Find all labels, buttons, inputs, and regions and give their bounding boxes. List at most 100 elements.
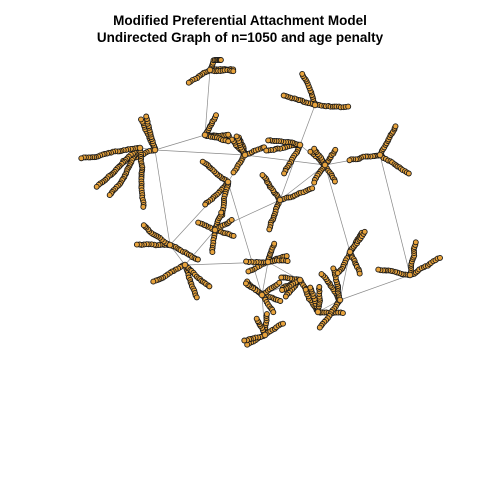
graph-edge — [184, 229, 216, 266]
graph-node — [225, 138, 232, 145]
graph-node — [140, 203, 147, 210]
graph-node — [202, 201, 209, 208]
graph-node — [243, 258, 250, 265]
graph-node — [230, 169, 237, 176]
graph-hub-node — [201, 131, 209, 139]
graph-hub-node — [336, 296, 344, 304]
graph-node — [138, 116, 144, 123]
graph-node — [225, 131, 232, 138]
graph-node — [206, 283, 213, 290]
graph-node — [217, 57, 224, 63]
graph-hub-node — [136, 144, 144, 152]
graph-node — [331, 178, 338, 185]
graph-hub-node — [258, 291, 266, 299]
graph-node — [253, 315, 260, 322]
graph-edge — [204, 69, 211, 136]
graph-node — [339, 310, 346, 317]
plot-subtitle-line-2: Undirected Graph of n=1050 and age penal… — [96, 30, 384, 45]
graph-node — [375, 266, 382, 273]
graph-node — [199, 158, 206, 165]
graph-node — [213, 112, 219, 119]
graph-node — [140, 222, 147, 229]
graph-nodes — [78, 57, 443, 348]
graph-node — [345, 103, 352, 110]
graph-node — [405, 170, 412, 177]
graph-node — [218, 209, 225, 216]
graph-node — [280, 92, 287, 99]
graph-hub-node — [264, 258, 272, 266]
graph-node — [195, 219, 202, 226]
graph-node — [230, 68, 237, 75]
graph-node — [311, 145, 318, 152]
graph-hub-node — [346, 248, 354, 256]
graph-node — [280, 320, 286, 327]
plot-title-line-1: Modified Preferential Attachment Model — [113, 13, 367, 28]
graph-node — [241, 337, 248, 344]
graph-node — [412, 239, 419, 246]
graph-edge — [339, 274, 411, 301]
graph-node — [271, 240, 278, 247]
graph-edge — [299, 104, 316, 146]
graph-node — [106, 192, 113, 199]
graph-node — [193, 294, 200, 301]
graph-node — [277, 298, 284, 304]
graph-hub-node — [181, 261, 189, 269]
graph-node — [93, 183, 100, 190]
graph-node — [270, 309, 277, 316]
graph-node — [78, 155, 85, 162]
graph-edge — [261, 261, 269, 296]
graph-node — [150, 278, 157, 285]
graph-node — [242, 280, 249, 287]
graph-node — [346, 157, 353, 164]
graph-node — [194, 256, 201, 263]
graph-edges — [139, 69, 411, 336]
graph-node — [276, 279, 283, 286]
graph-node — [233, 133, 240, 140]
graph-node — [133, 241, 140, 248]
graph-node — [259, 172, 266, 179]
graph-hub-node — [206, 66, 214, 74]
graph-hub-node — [151, 146, 159, 154]
graph-node — [263, 147, 270, 154]
graph-node — [278, 274, 285, 281]
graph-node — [245, 268, 252, 275]
graph-node — [437, 254, 443, 261]
graph-hub-node — [321, 161, 329, 169]
graph-node — [302, 286, 309, 293]
graph-node — [334, 270, 341, 277]
graph-hub-node — [311, 101, 319, 109]
graph-hub-node — [241, 151, 249, 159]
graph-hub-node — [166, 241, 174, 249]
graph-edge — [324, 164, 351, 253]
graph-hub-node — [224, 178, 232, 186]
graph-node — [307, 284, 314, 291]
graph-hub-node — [406, 271, 414, 279]
graph-node — [299, 70, 306, 77]
graph-hub-node — [314, 308, 322, 316]
graph-node — [185, 79, 192, 86]
graph-hub-node — [296, 276, 304, 284]
graph-node — [330, 265, 337, 272]
graph-edge — [244, 154, 326, 166]
graph-node — [230, 232, 237, 239]
graph-node — [309, 185, 316, 192]
graph-node — [209, 249, 216, 256]
graph-node — [332, 146, 339, 153]
graph-node — [356, 270, 363, 277]
graph-node — [228, 216, 235, 223]
graph-hub-node — [276, 196, 284, 204]
graph-edge — [154, 149, 171, 246]
graph-node — [143, 113, 150, 120]
graph-node — [361, 228, 368, 235]
graph-node — [279, 287, 286, 293]
plot-title: Modified Preferential Attachment Model U… — [0, 12, 480, 46]
graph-edge — [227, 181, 263, 296]
graph-node — [284, 258, 291, 265]
graph-edge — [154, 134, 206, 151]
graph-hub-node — [211, 226, 219, 234]
graph-node — [316, 284, 323, 290]
graph-node — [266, 226, 273, 233]
graph-node — [265, 137, 272, 144]
graph-node — [392, 123, 399, 130]
